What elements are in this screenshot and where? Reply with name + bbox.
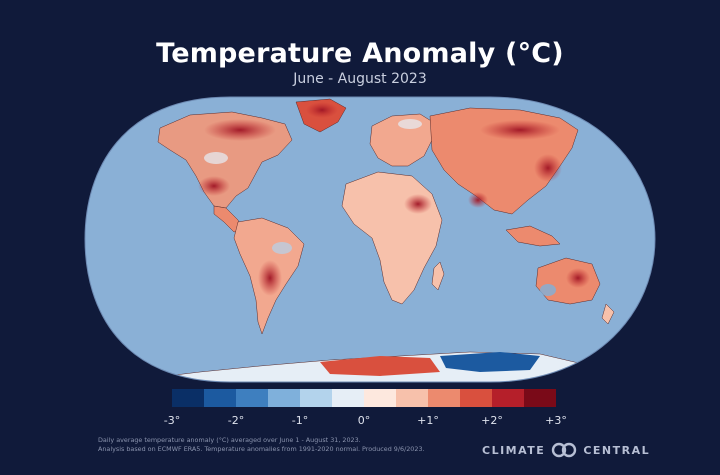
globe-outline bbox=[84, 96, 656, 383]
antarctica-cold-anomaly bbox=[440, 352, 540, 372]
hotspot-east-asia bbox=[534, 154, 562, 182]
map-title: Temperature Anomaly (°C) bbox=[156, 38, 564, 69]
hotspot-australia bbox=[566, 268, 590, 288]
hotspot-greenland bbox=[306, 102, 338, 118]
hotspot-canada bbox=[204, 119, 276, 141]
brand-word-right: CENTRAL bbox=[583, 443, 651, 457]
legend-swatch-7 bbox=[396, 389, 428, 407]
hotspot-middle-east bbox=[404, 194, 432, 214]
footnote-line-1: Daily average temperature anomaly (°C) a… bbox=[98, 436, 361, 444]
legend-swatch-5 bbox=[332, 389, 364, 407]
hotspot-south-america bbox=[258, 260, 282, 296]
hotspot-siberia bbox=[480, 120, 560, 140]
continent-new-zealand bbox=[601, 303, 615, 325]
legend-label-zero: 0° bbox=[357, 414, 371, 427]
brand-word-left: CLIMATE bbox=[482, 443, 546, 457]
legend-swatch-8 bbox=[428, 389, 460, 407]
footnote: Daily average temperature anomaly (°C) a… bbox=[98, 436, 458, 454]
climate-central-logo: CLIMATE CENTRAL bbox=[482, 442, 650, 458]
hotspot-us-south bbox=[198, 176, 230, 196]
legend-swatch-11 bbox=[524, 389, 556, 407]
antarctica-warm-anomaly bbox=[320, 356, 440, 376]
legend-label-plus-1: +1° bbox=[417, 414, 439, 427]
legend-swatch-1 bbox=[204, 389, 236, 407]
legend-swatch-4 bbox=[300, 389, 332, 407]
coolspot-australia bbox=[540, 284, 556, 296]
linked-rings-icon bbox=[552, 442, 577, 458]
legend-swatch-10 bbox=[492, 389, 524, 407]
hotspot-south-asia bbox=[468, 192, 488, 208]
legend-label-minus-2: -2° bbox=[227, 414, 245, 427]
legend-labels: -3° -2° -1° 0° +1° +2° +3° bbox=[0, 414, 720, 430]
legend-label-minus-1: -1° bbox=[291, 414, 309, 427]
continent-madagascar bbox=[431, 261, 445, 291]
legend-swatch-6 bbox=[364, 389, 396, 407]
legend-label-plus-3: +3° bbox=[545, 414, 567, 427]
coolspot-arctic-europe bbox=[398, 119, 422, 129]
map-subtitle: June - August 2023 bbox=[293, 71, 427, 87]
legend-swatch-0 bbox=[172, 389, 204, 407]
legend-swatch-3 bbox=[268, 389, 300, 407]
legend-swatch-9 bbox=[460, 389, 492, 407]
legend-colorbar bbox=[172, 389, 556, 407]
legend-label-minus-3: -3° bbox=[163, 414, 181, 427]
coolspot-canada bbox=[204, 152, 228, 164]
continent-indonesia bbox=[505, 225, 561, 247]
coolspot-brazil bbox=[272, 242, 292, 254]
legend-label-plus-2: +2° bbox=[481, 414, 503, 427]
footnote-line-2: Analysis based on ECMWF ERA5. Temperatur… bbox=[98, 445, 425, 453]
legend-swatch-2 bbox=[236, 389, 268, 407]
